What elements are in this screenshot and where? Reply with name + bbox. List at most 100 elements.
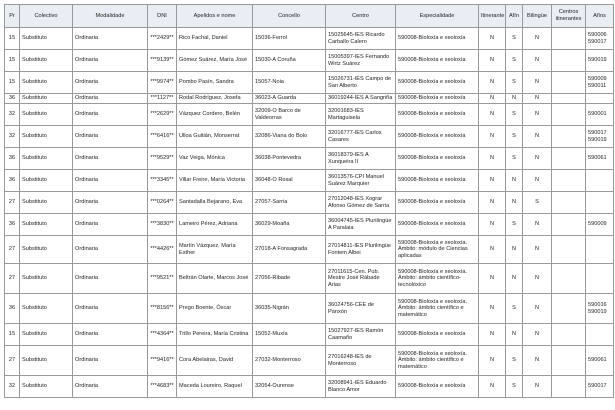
cell-colectivo: Substituto xyxy=(19,345,73,376)
cell-dni: ***8156** xyxy=(147,293,177,324)
cell-bilingue: N xyxy=(522,103,552,126)
cell-concello: 36048-O Rosal xyxy=(252,169,326,192)
cell-bilingue: N xyxy=(522,323,552,346)
cell-centros-itinerantes xyxy=(551,169,586,192)
table-row: 27 Substituto Ordinaria ***0264** Santadalla… xyxy=(4,191,614,214)
cell-apelidos-nome: Gómez Suárez, María José xyxy=(176,49,253,72)
cell-itinerante: N xyxy=(478,147,506,170)
cell-afins: 590019 xyxy=(585,49,614,72)
cell-apelidos-nome: Villar Freire, María Victoria xyxy=(176,169,253,192)
table-row: 36 Substituto Ordinaria ***1127** Rodal Rodr… xyxy=(4,93,614,104)
header-centro: Centro xyxy=(325,4,396,28)
cell-pr: 15 xyxy=(4,71,20,94)
cell-colectivo: Substituto xyxy=(19,323,73,346)
cell-afin: S xyxy=(505,27,523,50)
cell-concello: 15036-Ferrol xyxy=(252,27,326,50)
cell-colectivo: Substituto xyxy=(19,27,73,50)
cell-afin: S xyxy=(505,71,523,94)
cell-especialidade: 590008-Bioloxía e xeoloxía xyxy=(395,147,479,170)
cell-apelidos-nome: Vázquez Cordero, Belén xyxy=(176,103,253,126)
cell-centros-itinerantes xyxy=(551,27,586,50)
cell-centro: 15005397-IES Fernando Wirtz Suárez xyxy=(325,49,396,72)
cell-dni: ***3830** xyxy=(147,213,177,236)
cell-colectivo: Substituto xyxy=(19,235,73,264)
cell-especialidade: 590008-Bioloxía e xeoloxía xyxy=(395,169,479,192)
cell-dni: ***2429** xyxy=(147,27,177,50)
cell-centro: 36024756-CEE de Panxón xyxy=(325,293,396,324)
cell-afins xyxy=(585,263,614,294)
header-modalidade: Modalidade xyxy=(72,4,148,28)
cell-dni: ***3345** xyxy=(147,169,177,192)
header-centros-itinerantes: Centros itinerantes xyxy=(551,4,586,28)
cell-centro: 27011615-Cen. Pub. Mestre José Rábade Ar… xyxy=(325,263,396,294)
cell-concello: 32086-Viana do Bolo xyxy=(252,125,326,148)
cell-afins: 590016 590019 xyxy=(585,293,614,324)
cell-afins: 590017 xyxy=(585,375,614,398)
cell-centros-itinerantes xyxy=(551,235,586,264)
cell-bilingue: N xyxy=(522,125,552,148)
cell-afins: 590061 xyxy=(585,147,614,170)
cell-modalidade: Ordinaria xyxy=(72,213,148,236)
table-row: 36 Substituto Ordinaria ***3830** Lameiro Pé… xyxy=(4,213,614,236)
cell-modalidade: Ordinaria xyxy=(72,49,148,72)
cell-afins xyxy=(585,93,614,104)
cell-modalidade: Ordinaria xyxy=(72,169,148,192)
cell-itinerante: N xyxy=(478,71,506,94)
header-colectivo: Colectivo xyxy=(19,4,73,28)
cell-colectivo: Substituto xyxy=(19,263,73,294)
cell-dni: ***9521** xyxy=(147,263,177,294)
header-concello: Concello xyxy=(252,4,326,28)
cell-dni: ***4364** xyxy=(147,323,177,346)
cell-centro: 27014811-IES Plurilingüe Fontem Albei xyxy=(325,235,396,264)
table-row: 15 Substituto Ordinaria ***2429** Rico Facha… xyxy=(4,27,614,50)
header-itinerante: Itinerante xyxy=(478,4,506,28)
cell-afin: S xyxy=(505,147,523,170)
cell-apelidos-nome: Rico Fachal, Daniel xyxy=(176,27,253,50)
cell-modalidade: Ordinaria xyxy=(72,293,148,324)
cell-bilingue: N xyxy=(522,235,552,264)
cell-modalidade: Ordinaria xyxy=(72,93,148,104)
cell-itinerante: N xyxy=(478,27,506,50)
cell-concello: 36038-Pontevedra xyxy=(252,147,326,170)
cell-itinerante: N xyxy=(478,263,506,294)
cell-especialidade: 590008-Bioloxía e xeoloxía xyxy=(395,191,479,214)
cell-bilingue: N xyxy=(522,293,552,324)
cell-bilingue: S xyxy=(522,191,552,214)
cell-pr: 36 xyxy=(4,147,20,170)
cell-afins: 590009 590011 xyxy=(585,71,614,94)
cell-bilingue: N xyxy=(522,71,552,94)
table-row: 32 Substituto Ordinaria ***6416** Ulloa Guit… xyxy=(4,125,614,148)
cell-bilingue: N xyxy=(522,169,552,192)
cell-bilingue: N xyxy=(522,49,552,72)
cell-afin: N xyxy=(505,191,523,214)
cell-concello: 27057-Sarria xyxy=(252,191,326,214)
header-apelidos-nome: Apelidos e nome xyxy=(176,4,253,28)
cell-afins xyxy=(585,235,614,264)
cell-centro: 15025645-IES Ricardo Carballo Calero xyxy=(325,27,396,50)
cell-concello: 27018-A Fonsagrada xyxy=(252,235,326,264)
cell-modalidade: Ordinaria xyxy=(72,323,148,346)
cell-especialidade: 590008-Bioloxía e xeoloxía. Ámbito: ámbi… xyxy=(395,263,479,294)
cell-pr: 15 xyxy=(4,323,20,346)
cell-pr: 32 xyxy=(4,375,20,398)
cell-centro: 36004745-IES Plurilingüe A Paralaia xyxy=(325,213,396,236)
cell-centro: 32008941-IES Eduardo Blanco Amor xyxy=(325,375,396,398)
cell-dni: ***9416** xyxy=(147,345,177,376)
cell-afins xyxy=(585,169,614,192)
cell-afins: 590009 xyxy=(585,213,614,236)
cell-dni: ***0264** xyxy=(147,191,177,214)
cell-apelidos-nome: Cora Abelairas, David xyxy=(176,345,253,376)
cell-centro: 15026731-IES Campo de San Alberto xyxy=(325,71,396,94)
table-row: 36 Substituto Ordinaria ***3345** Villar Fre… xyxy=(4,169,614,192)
cell-centro: 32016777-IES Carlos Casares xyxy=(325,125,396,148)
cell-afin: S xyxy=(505,345,523,376)
cell-colectivo: Substituto xyxy=(19,191,73,214)
cell-afins xyxy=(585,323,614,346)
cell-centros-itinerantes xyxy=(551,293,586,324)
cell-modalidade: Ordinaria xyxy=(72,345,148,376)
cell-afin: S xyxy=(505,49,523,72)
cell-pr: 32 xyxy=(4,125,20,148)
cell-concello: 36023-A Guarda xyxy=(252,93,326,104)
cell-apelidos-nome: Beltrán Olarte, Marcos José xyxy=(176,263,253,294)
cell-especialidade: 590008-Bioloxía e xeoloxía xyxy=(395,323,479,346)
